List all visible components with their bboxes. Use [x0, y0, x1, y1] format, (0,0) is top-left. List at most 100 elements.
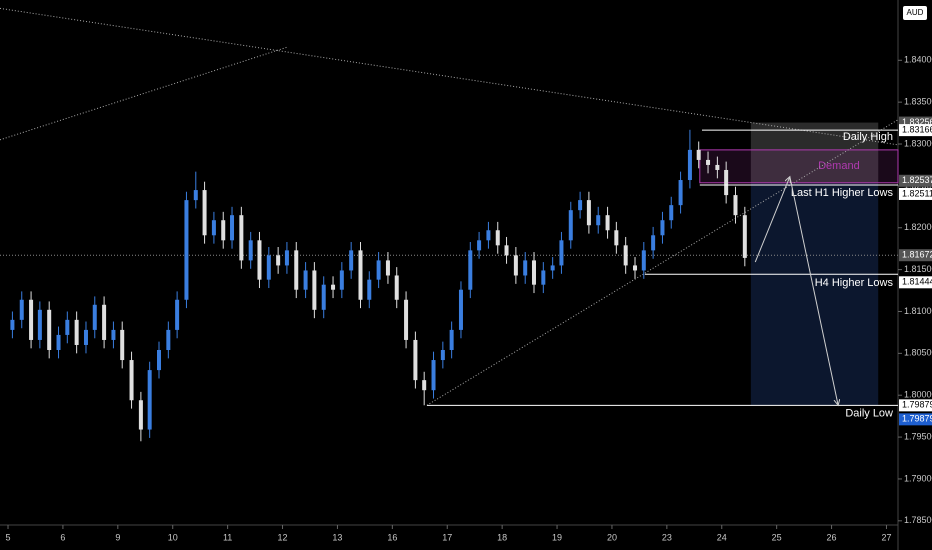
price-box-label: 1.83166 — [902, 124, 932, 134]
candle-body — [349, 250, 354, 271]
y-tick-label: 1.79500 — [904, 431, 932, 441]
candle-body — [166, 329, 171, 350]
price-box-label: 1.81672 — [902, 250, 932, 260]
trend-line — [426, 119, 899, 406]
candle-body — [422, 380, 427, 391]
candle-body — [651, 235, 656, 251]
candle-body — [431, 360, 436, 391]
x-tick-label: 10 — [168, 532, 178, 542]
level-name: Daily High — [843, 131, 893, 143]
candle-body — [449, 329, 454, 350]
candle-body — [385, 260, 390, 276]
candle-body — [111, 329, 116, 340]
candle-body — [376, 260, 381, 280]
x-tick-label: 12 — [278, 532, 288, 542]
level-name: H4 Higher Lows — [815, 277, 894, 289]
candle-body — [312, 270, 317, 310]
price-box-label: 1.83256 — [902, 117, 932, 127]
x-tick-label: 20 — [607, 532, 617, 542]
candle-body — [175, 299, 180, 330]
candle-body — [257, 240, 262, 280]
candle-body — [129, 360, 134, 401]
candle-body — [138, 400, 143, 430]
x-tick-label: 19 — [552, 532, 562, 542]
candle-body — [513, 255, 518, 276]
x-tick-label: 18 — [497, 532, 507, 542]
x-tick-label: 24 — [717, 532, 727, 542]
candle-body — [440, 350, 445, 361]
candle-body — [578, 200, 583, 211]
candle-body — [202, 190, 207, 236]
y-tick-label: 1.81000 — [904, 306, 932, 316]
candle-body — [559, 240, 564, 266]
candle-body — [614, 230, 619, 246]
candle-body — [568, 210, 573, 241]
candle-body — [92, 304, 97, 330]
price-box — [899, 399, 932, 412]
candle-body — [641, 250, 646, 271]
x-tick-label: 5 — [6, 532, 11, 542]
x-tick-label: 26 — [827, 532, 837, 542]
candle-body — [605, 215, 610, 231]
currency: AUD — [907, 8, 924, 17]
y-tick-label: 1.84000 — [904, 55, 932, 65]
candle-body — [495, 230, 500, 246]
candle-body — [266, 255, 271, 280]
demand-label: Demand — [818, 160, 860, 172]
candle-body — [120, 329, 125, 361]
candle-body — [706, 159, 711, 165]
candle-body — [339, 270, 344, 290]
y-tick-label: 1.78500 — [904, 515, 932, 525]
y-tick-label: 1.80000 — [904, 390, 932, 400]
x-tick-label: 17 — [442, 532, 452, 542]
candle-body — [596, 215, 601, 226]
candle-body — [523, 260, 528, 276]
candle-body — [284, 250, 289, 266]
candle-body — [696, 149, 701, 160]
price-box — [899, 187, 932, 200]
candle-body — [531, 260, 536, 285]
x-tick-label: 13 — [332, 532, 342, 542]
price-box-label: 1.82511 — [902, 188, 932, 198]
level-name: Daily Low — [845, 407, 893, 419]
price-box-label: 1.79879 — [902, 414, 932, 424]
price-box — [899, 413, 932, 426]
candle-body — [56, 334, 61, 350]
price-box — [899, 124, 932, 137]
x-tick-label: 6 — [60, 532, 65, 542]
candle-body — [230, 215, 235, 241]
candle-body — [184, 200, 189, 300]
candle-body — [468, 250, 473, 290]
y-tick-label: 1.80500 — [904, 348, 932, 358]
price-box — [899, 249, 932, 262]
x-tick-label: 11 — [223, 532, 232, 542]
trend-line — [0, 7, 899, 146]
candle-body — [550, 265, 555, 271]
candle-body — [504, 245, 509, 256]
level-name: Last H1 Higher Lows — [791, 187, 894, 199]
candle-body — [669, 205, 674, 221]
price-box-label: 1.82537 — [902, 175, 932, 185]
candle-body — [321, 284, 326, 310]
candle-body — [47, 309, 52, 350]
candle-body — [394, 275, 399, 300]
candle-body — [724, 169, 729, 196]
candle-body — [477, 240, 482, 251]
y-tick-label: 1.83500 — [904, 97, 932, 107]
candle-body — [157, 350, 162, 371]
candle-body — [303, 270, 308, 290]
candle-body — [239, 215, 244, 261]
candle-body — [294, 250, 299, 290]
candle-body — [37, 309, 42, 340]
candle-body — [211, 220, 216, 236]
candle-body — [367, 279, 372, 300]
candle-body — [413, 339, 418, 381]
stop-zone — [750, 122, 879, 183]
candle-body — [541, 270, 546, 285]
arrow — [754, 177, 790, 263]
candle-body — [221, 220, 226, 241]
candle-body — [586, 200, 591, 226]
trend-line — [0, 46, 289, 141]
